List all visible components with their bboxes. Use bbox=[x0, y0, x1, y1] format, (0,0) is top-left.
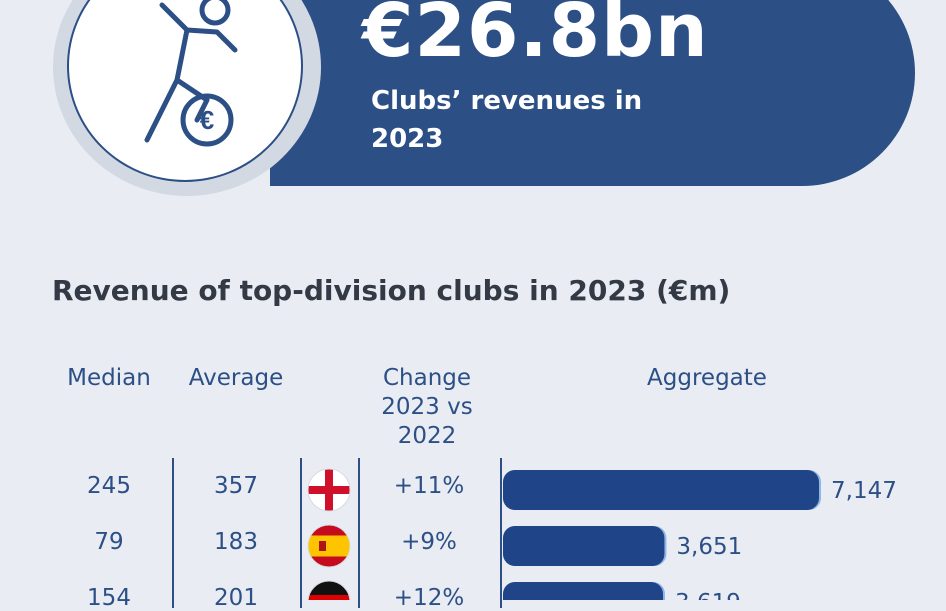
median-cell: 79 bbox=[94, 529, 124, 555]
aggregate-bar bbox=[503, 526, 665, 566]
headline-banner bbox=[270, 0, 915, 186]
footballer-euro-icon: € bbox=[144, 0, 238, 147]
median-cell: 245 bbox=[87, 473, 131, 499]
chart-title: Revenue of top-division clubs in 2023 (€… bbox=[52, 274, 731, 307]
england-flag-icon bbox=[307, 468, 351, 512]
aggregate-bar bbox=[503, 470, 819, 510]
divider-flag-change bbox=[358, 458, 360, 608]
average-cell: 183 bbox=[214, 529, 258, 555]
change-header: Change 2023 vs 2022 bbox=[381, 365, 473, 449]
aggregate-value-label: 7,147 bbox=[831, 478, 897, 504]
germany-flag-icon bbox=[307, 580, 351, 600]
aggregate-header: Aggregate bbox=[647, 365, 767, 391]
change-cell: +11% bbox=[393, 473, 465, 499]
average-cell: 357 bbox=[214, 473, 258, 499]
aggregate-value-label: 3,651 bbox=[676, 534, 742, 560]
svg-text:€: € bbox=[200, 105, 214, 135]
divider-median-average bbox=[172, 458, 174, 608]
divider-change-aggregate bbox=[500, 458, 502, 608]
change-cell: +9% bbox=[401, 529, 457, 555]
headline-value: €26.8bn bbox=[362, 0, 709, 74]
headline-caption: Clubs’ revenues in 2023 bbox=[371, 86, 643, 154]
aggregate-value-label: 3,619 bbox=[675, 590, 741, 600]
median-header: Median bbox=[67, 365, 151, 391]
spain-flag-icon bbox=[307, 524, 351, 568]
average-header: Average bbox=[188, 365, 284, 391]
aggregate-bar bbox=[503, 582, 664, 600]
divider-average-flag bbox=[300, 458, 302, 608]
